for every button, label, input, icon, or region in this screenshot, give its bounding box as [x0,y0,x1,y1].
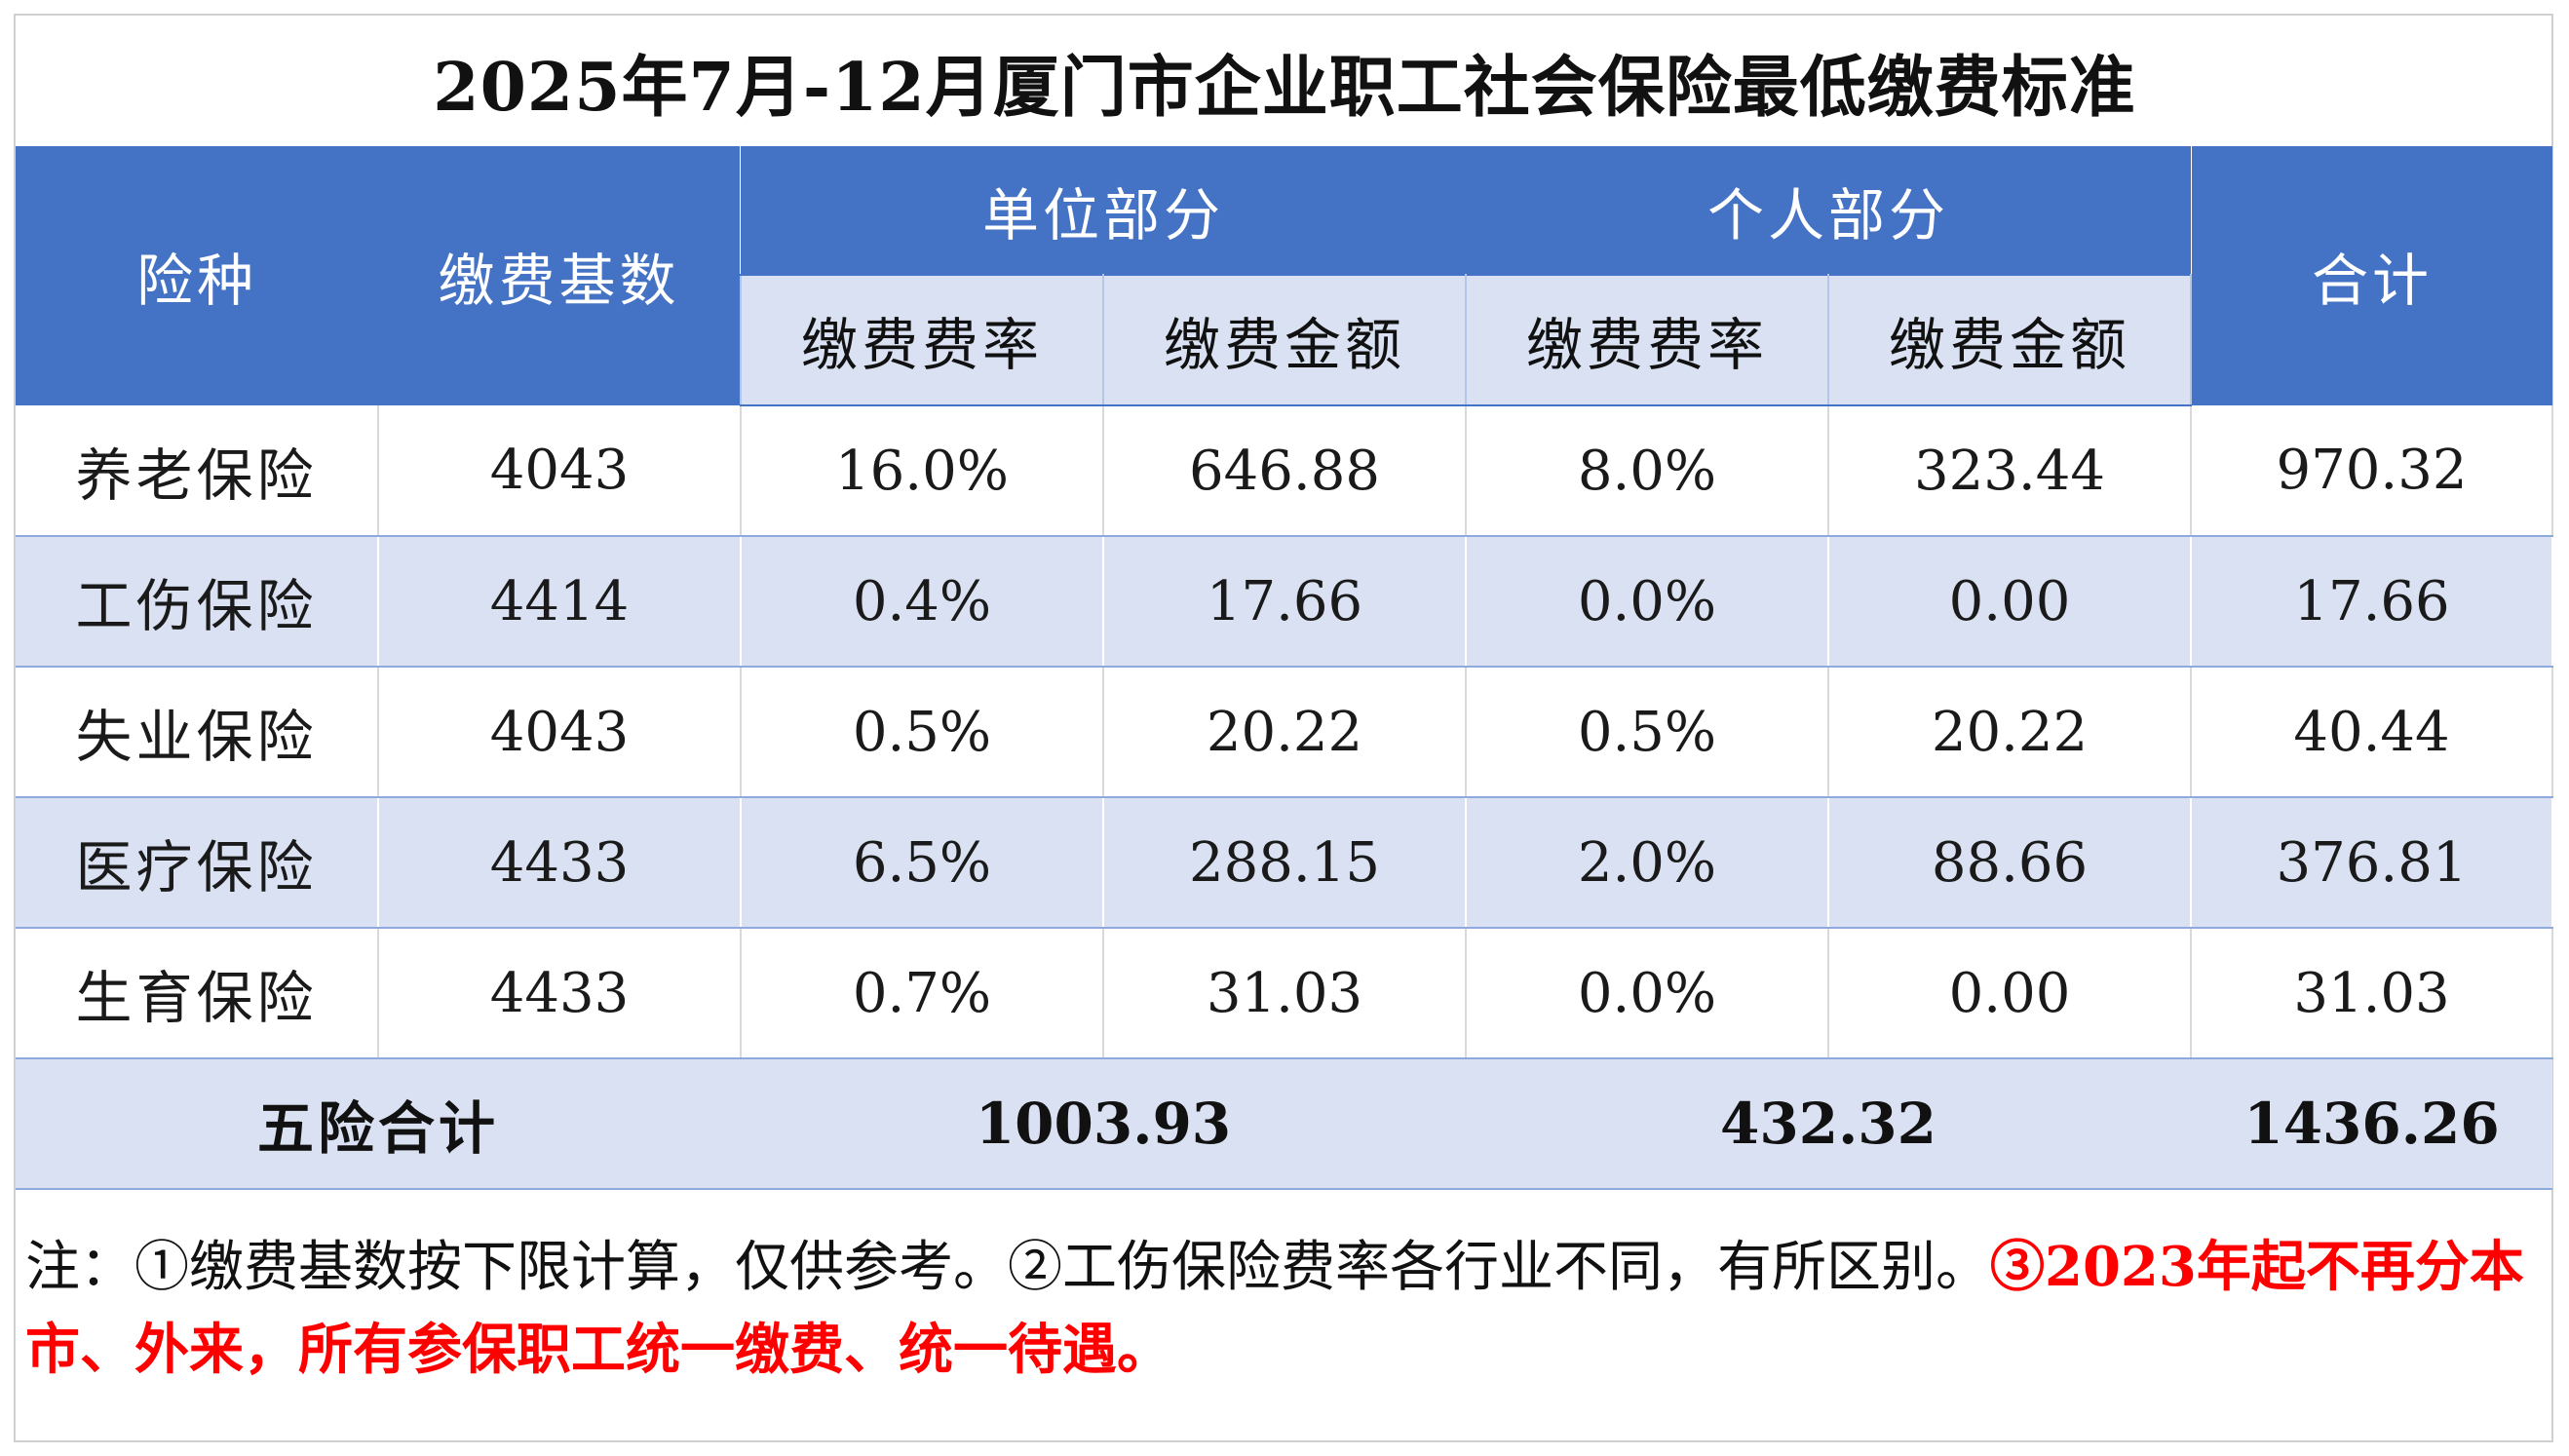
row-total-cell: 31.03 [2191,928,2553,1059]
base-cell: 4043 [378,405,742,537]
header-employee-amount: 缴费金额 [1827,274,2193,406]
employer-rate-cell: 0.5% [741,667,1104,798]
header-total: 合计 [2191,146,2552,405]
employee-rate-cell: 2.0% [1466,797,1830,929]
outer-frame [14,14,2553,1442]
employer-amount-cell: 17.66 [1103,536,1468,668]
employee-rate-cell: 0.0% [1466,536,1830,668]
base-cell: 4433 [378,797,742,929]
employer-rate-cell: 0.4% [741,536,1104,668]
employer-amount-cell: 288.15 [1103,797,1468,929]
header-employer-part: 单位部分 [741,146,1467,275]
header-employee-rate: 缴费费率 [1465,274,1830,406]
table-row: 生育保险 4433 0.7% 31.03 0.0% 0.00 31.03 [16,928,2553,1059]
row-total-cell: 970.32 [2191,405,2553,537]
header-employer-amount: 缴费金额 [1101,274,1468,406]
employer-amount-cell: 20.22 [1103,667,1468,798]
insurance-type-cell: 失业保险 [16,667,379,798]
employer-amount-cell: 31.03 [1103,928,1468,1059]
footnote: 注：①缴费基数按下限计算，仅供参考。②工伤保险费率各行业不同，有所区别。③202… [25,1226,2550,1392]
employer-total-cell: 1003.93 [741,1058,1467,1190]
header-insurance-type: 险种 [16,146,378,405]
employee-rate-cell: 0.5% [1466,667,1830,798]
header-employer-rate: 缴费费率 [740,274,1104,406]
employee-rate-cell: 8.0% [1466,405,1830,537]
table-title: 2025年7月-12月厦门市企业职工社会保险最低缴费标准 [433,48,2136,127]
employer-amount-cell: 646.88 [1103,405,1468,537]
summary-row: 五险合计 1003.93 432.32 1436.26 [16,1058,2552,1190]
row-total-cell: 376.81 [2191,797,2553,929]
employer-rate-cell: 16.0% [741,405,1104,537]
base-cell: 4043 [378,667,742,798]
table-row: 失业保险 4043 0.5% 20.22 0.5% 20.22 40.44 [16,667,2553,798]
header-contribution-base: 缴费基数 [378,146,741,405]
employee-rate-cell: 0.0% [1466,928,1830,1059]
insurance-type-cell: 养老保险 [16,405,379,537]
insurance-type-cell: 医疗保险 [16,797,379,929]
header-employee-part: 个人部分 [1466,146,2192,275]
employee-amount-cell: 88.66 [1828,797,2193,929]
insurance-table: 险种 缴费基数 单位部分 个人部分 合计 缴费费率 缴费金额 缴费费率 缴费金额… [16,146,2553,1190]
employee-amount-cell: 20.22 [1828,667,2193,798]
grand-total-cell: 1436.26 [2191,1058,2552,1190]
base-cell: 4414 [378,536,742,668]
insurance-type-cell: 工伤保险 [16,536,379,668]
employer-rate-cell: 6.5% [741,797,1104,929]
table-row: 养老保险 4043 16.0% 646.88 8.0% 323.44 970.3… [16,405,2553,537]
employee-amount-cell: 0.00 [1828,928,2193,1059]
summary-label: 五险合计 [16,1058,741,1190]
employee-amount-cell: 0.00 [1828,536,2193,668]
insurance-type-cell: 生育保险 [16,928,379,1059]
row-total-cell: 17.66 [2191,536,2553,668]
table-row: 医疗保险 4433 6.5% 288.15 2.0% 88.66 376.81 [16,797,2553,929]
table-row: 工伤保险 4414 0.4% 17.66 0.0% 0.00 17.66 [16,536,2553,668]
footnote-text: 注：①缴费基数按下限计算，仅供参考。②工伤保险费率各行业不同，有所区别。 [25,1236,1990,1299]
base-cell: 4433 [378,928,742,1059]
row-total-cell: 40.44 [2191,667,2553,798]
employer-rate-cell: 0.7% [741,928,1104,1059]
employee-amount-cell: 323.44 [1828,405,2193,537]
footnote-highlight: ③2023年起不再分本市、外来，所有参保职工统一缴费、统一待遇。 [25,1235,2524,1382]
employee-total-cell: 432.32 [1466,1058,2192,1190]
